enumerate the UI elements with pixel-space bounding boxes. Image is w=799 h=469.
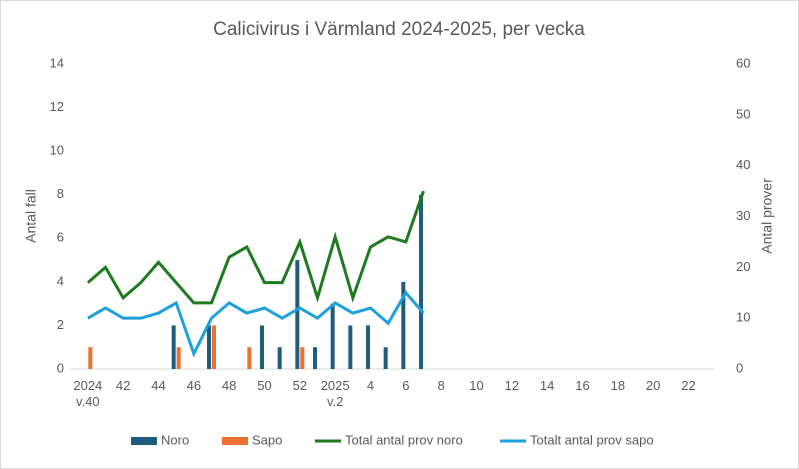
x-tick-label: 8 [437, 378, 445, 393]
chart-title: Calicivirus i Värmland 2024-2025, per ve… [213, 19, 585, 40]
y-tick-label: 14 [50, 55, 64, 70]
y-tick-label: 10 [50, 143, 64, 158]
bar [300, 347, 305, 369]
x-tick-label: 46 [186, 378, 202, 393]
bar [88, 347, 93, 369]
y-axis-title: Antal fall [23, 189, 39, 243]
x-tick-label: 52 [292, 378, 308, 393]
y-tick-label: 2 [57, 317, 64, 332]
y2-tick-label: 0 [736, 360, 743, 375]
x-tick-label: 12 [504, 378, 520, 393]
y-tick-label: 0 [57, 360, 64, 375]
y-tick-label: 6 [57, 230, 64, 245]
bar [207, 325, 211, 369]
bar [348, 325, 353, 369]
y-tick-label: 4 [57, 273, 64, 288]
legend-label: Total antal prov noro [345, 432, 463, 447]
bar [171, 325, 176, 369]
y-tick-label: 8 [57, 186, 64, 201]
x-tick-label: 2025 v.2 [320, 378, 350, 409]
legend-label: Sapo [252, 432, 282, 447]
x-tick-label: 6 [402, 378, 410, 393]
bar [366, 325, 370, 369]
x-tick-label: 50 [257, 378, 272, 393]
bar [277, 347, 282, 369]
x-tick-label: 42 [115, 378, 131, 393]
y2-tick-label: 50 [736, 106, 750, 121]
x-tick-label: 16 [575, 378, 590, 393]
bar [176, 347, 181, 369]
x-tick-label: 22 [681, 378, 696, 393]
bar [330, 303, 335, 369]
bar [295, 260, 300, 369]
x-tick-label: 10 [469, 378, 484, 393]
y-tick-label: 12 [50, 99, 64, 114]
bar [383, 347, 388, 369]
bar [313, 347, 317, 369]
y2-axis-title: Antal prover [759, 178, 775, 254]
legend-swatch [222, 437, 248, 445]
x-tick-label: 48 [221, 378, 237, 393]
x-tick-label: 20 [645, 378, 661, 393]
bar [419, 194, 423, 369]
legend-swatch [131, 437, 157, 445]
x-tick-label: 18 [610, 378, 626, 393]
x-tick-label: 14 [539, 378, 555, 393]
bar [260, 325, 264, 369]
bar [247, 347, 252, 369]
x-tick-label: 2024 v.40 [73, 378, 103, 409]
y2-tick-label: 30 [736, 208, 750, 223]
line [87, 290, 425, 358]
y2-tick-label: 60 [736, 55, 750, 70]
bar [401, 281, 406, 369]
y2-tick-label: 20 [736, 259, 750, 274]
line [86, 190, 425, 305]
x-tick-label: 44 [151, 378, 166, 393]
legend-label: Noro [161, 432, 189, 447]
legend-label: Totalt antal prov sapo [530, 432, 654, 447]
bar [212, 325, 216, 369]
y2-tick-label: 40 [736, 157, 750, 172]
y2-tick-label: 10 [736, 310, 750, 325]
x-tick-label: 4 [366, 378, 375, 393]
